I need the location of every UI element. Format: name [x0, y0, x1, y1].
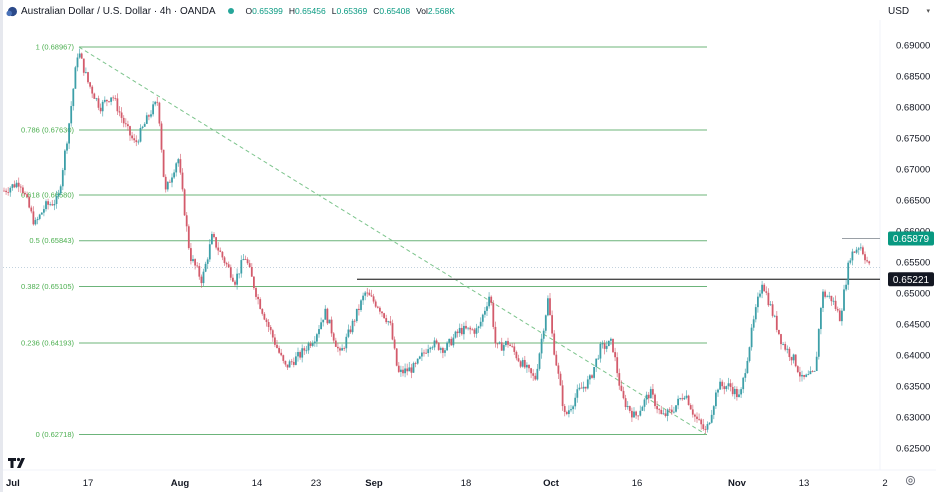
- time-tick: 17: [83, 478, 94, 489]
- price-tick: 0.68000: [896, 103, 930, 114]
- price-tick: 0.69000: [896, 41, 930, 52]
- fibonacci-retracement[interactable]: 1 (0.68967) 0.786 (0.67630) 0.618 (0.66580…: [21, 43, 707, 439]
- candlestick-series[interactable]: [3, 48, 871, 434]
- time-tick: 2: [882, 478, 887, 489]
- time-tick: Jul: [6, 478, 20, 489]
- trendline[interactable]: [78, 46, 707, 435]
- fib-level-label: 0.786 (0.67630): [21, 125, 74, 134]
- time-tick: 23: [311, 478, 322, 489]
- left-border: [0, 0, 3, 492]
- price-tick: 0.65000: [896, 289, 930, 300]
- volume: Vol2.568K: [416, 6, 455, 16]
- time-tick: Nov: [728, 478, 747, 489]
- fib-level-label: 0 (0.62718): [36, 430, 75, 439]
- aud-flag-icon: [6, 6, 17, 16]
- price-tick: 0.66500: [896, 196, 930, 207]
- symbol-title[interactable]: Australian Dollar / U.S. Dollar · 4h · O…: [21, 5, 216, 17]
- fib-level-label: 0.618 (0.66580): [21, 191, 74, 200]
- ohlc-close: C0.65408: [373, 6, 411, 16]
- price-tick: 0.64500: [896, 320, 930, 331]
- svg-text:0.65221: 0.65221: [893, 275, 930, 286]
- price-tick: 0.67500: [896, 134, 930, 145]
- reset-scale-icon[interactable]: [905, 475, 916, 486]
- currency-value: USD: [888, 5, 910, 17]
- time-tick: 14: [252, 478, 263, 489]
- price-tick: 0.63000: [896, 413, 930, 424]
- time-tick: Oct: [543, 478, 560, 489]
- price-tick: 0.67000: [896, 165, 930, 176]
- price-tick: 0.62500: [896, 444, 930, 455]
- price-tick: 0.68500: [896, 72, 930, 83]
- fib-level-label: 0.382 (0.65105): [21, 282, 74, 291]
- currency-selector[interactable]: USD ▾: [888, 3, 930, 19]
- chevron-down-icon: ▾: [926, 8, 930, 15]
- tradingview-logo[interactable]: [8, 457, 28, 469]
- time-tick: 18: [461, 478, 472, 489]
- time-tick: Aug: [171, 478, 190, 489]
- support-price-badge: 0.65221: [888, 272, 934, 287]
- fib-level-label: 0.5 (0.65843): [29, 236, 74, 245]
- svg-text:0.65879: 0.65879: [893, 234, 930, 245]
- price-tick: 0.64000: [896, 351, 930, 362]
- price-tick: 0.63500: [896, 382, 930, 393]
- ohlc-low: L0.65369: [331, 6, 368, 16]
- time-axis[interactable]: Jul 17 Aug 14 23 Sep 18 Oct 16 Nov 13 2: [6, 478, 888, 489]
- ohlc-open: O0.65399: [245, 6, 283, 16]
- fib-level-label: 0.236 (0.64193): [21, 339, 74, 348]
- resistance-price-badge: 0.65879: [888, 231, 934, 246]
- price-axis[interactable]: 0.69000 0.68500 0.68000 0.67500 0.67000 0.665…: [896, 41, 930, 455]
- time-tick: 16: [632, 478, 643, 489]
- ohlc-high: H0.65456: [288, 6, 326, 16]
- chart-header: Australian Dollar / U.S. Dollar · 4h · O…: [6, 3, 461, 19]
- market-status-icon: [227, 8, 234, 14]
- price-tick: 0.65500: [896, 258, 930, 269]
- fib-level-label: 1 (0.68967): [36, 43, 75, 52]
- time-tick: Sep: [365, 478, 383, 489]
- time-tick: 13: [799, 478, 810, 489]
